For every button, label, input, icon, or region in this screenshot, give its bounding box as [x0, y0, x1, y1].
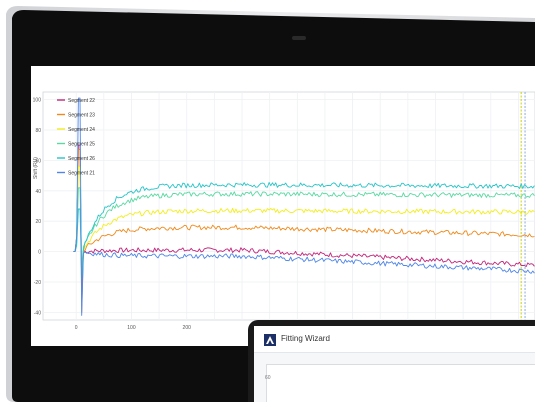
series-line — [73, 97, 535, 316]
x-tick-label: 200 — [183, 325, 192, 331]
y-tick-label: 100 — [33, 98, 42, 104]
y-tick-label: -20 — [34, 280, 41, 286]
screen: 100 80 60 40 20 0 -20 -40 0 100 200 Shift (RU) Segme… — [31, 62, 535, 348]
fitting-wizard-plot: 60 — [265, 364, 535, 402]
y-tick-label: -40 — [34, 310, 41, 316]
camera-icon — [292, 36, 306, 40]
fitting-wizard-window[interactable]: Fitting Wizard 60 — [248, 320, 535, 402]
legend-label: Segment 24 — [68, 127, 95, 133]
legend-label: Segment 26 — [68, 156, 95, 162]
y-tick-label: 20 — [35, 219, 41, 225]
plot-area — [42, 91, 535, 321]
app-logo-icon — [264, 334, 276, 346]
y-tick-label: 80 — [35, 128, 41, 134]
fitting-wizard-title: Fitting Wizard — [281, 334, 330, 343]
fitting-wizard-body: Fitting Wizard 60 — [254, 326, 535, 402]
series-line — [73, 166, 535, 275]
fitting-wizard-titlebar[interactable]: Fitting Wizard — [254, 326, 535, 353]
series-line — [73, 187, 535, 268]
legend-label: Segment 22 — [68, 98, 95, 104]
screen-top-strip — [31, 62, 535, 66]
y-tick-label: 60 — [35, 158, 41, 164]
legend-label: Segment 23 — [68, 113, 95, 119]
fitting-wizard-axis-tick: 60 — [265, 375, 271, 381]
y-tick-label: 40 — [35, 189, 41, 195]
y-tick-label: 0 — [38, 250, 41, 256]
series-line — [73, 182, 535, 280]
y-axis-label: Shift (RU) — [33, 157, 39, 179]
x-tick-label: 0 — [75, 325, 78, 331]
x-tick-label: 100 — [127, 325, 136, 331]
series-line — [73, 149, 535, 313]
series-line — [73, 144, 535, 291]
legend-label: Segment 21 — [68, 171, 95, 177]
legend-label: Segment 25 — [68, 142, 95, 148]
